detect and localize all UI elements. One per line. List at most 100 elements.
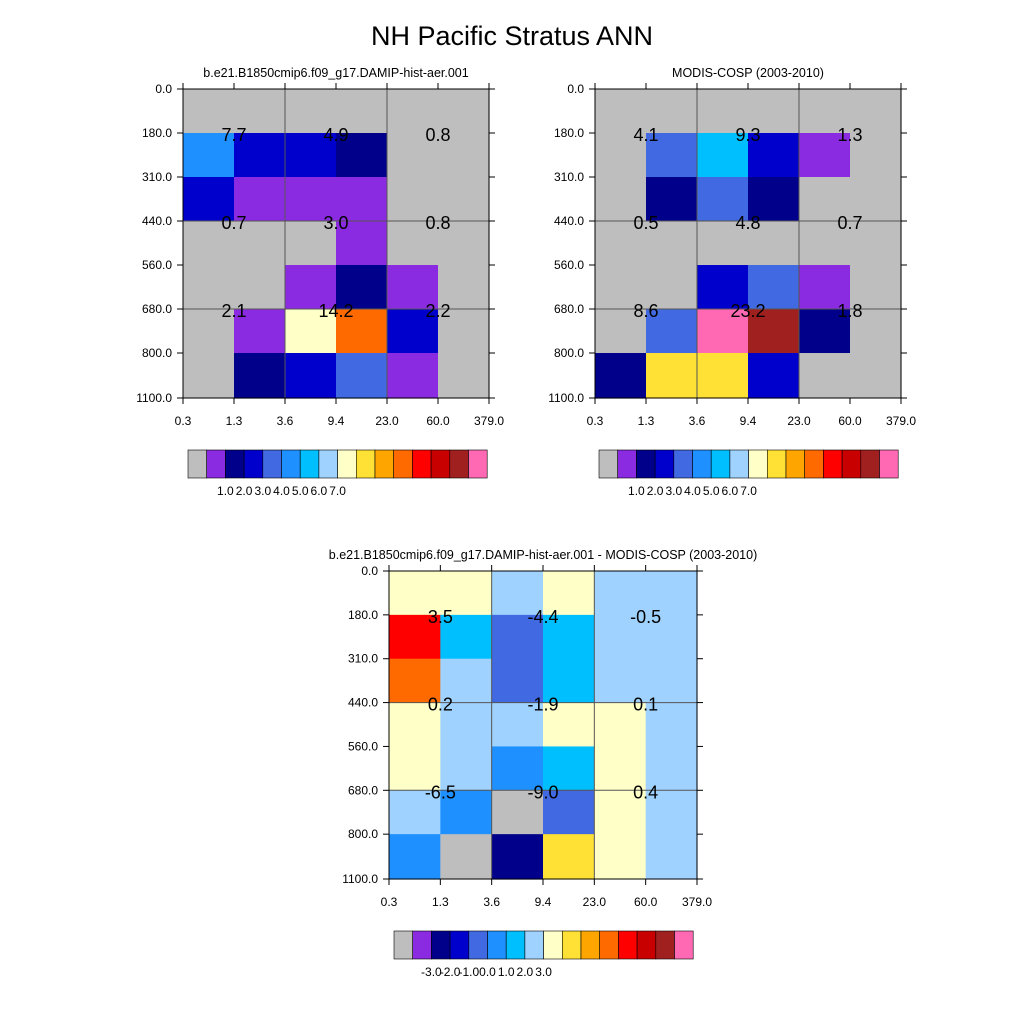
colorbar-label: 2.0 bbox=[647, 484, 664, 498]
colorbar-swatch bbox=[487, 930, 507, 960]
heatmap-cell bbox=[646, 177, 698, 222]
x-tick-label: 1.3 bbox=[226, 414, 243, 428]
heatmap-cell bbox=[645, 658, 698, 704]
y-tick-label: 310.0 bbox=[142, 170, 172, 184]
y-tick-label: 0.0 bbox=[567, 82, 584, 96]
heatmap-cell bbox=[491, 702, 544, 748]
heatmap-cell bbox=[438, 353, 490, 399]
heatmap-cell bbox=[387, 265, 439, 310]
colorbar-swatch bbox=[393, 930, 414, 960]
y-tick-label: 1100.0 bbox=[136, 391, 172, 405]
heatmap-cell bbox=[234, 353, 286, 399]
heatmap-cell bbox=[748, 353, 800, 399]
y-tick-label: 440.0 bbox=[142, 214, 172, 228]
heatmap-cell bbox=[387, 309, 439, 354]
heatmap-cell bbox=[183, 221, 235, 266]
cell-value-label: 0.8 bbox=[425, 213, 450, 233]
cell-value-label: 8.6 bbox=[633, 301, 658, 321]
heatmap-cell bbox=[595, 309, 647, 354]
x-tick-label: 3.6 bbox=[483, 895, 500, 909]
heatmap-cell bbox=[543, 658, 595, 704]
heatmap-cell bbox=[595, 177, 647, 222]
x-tick-label: 0.3 bbox=[587, 414, 604, 428]
heatmap-cell bbox=[234, 89, 286, 134]
heatmap-cell bbox=[183, 265, 235, 310]
heatmap-cell bbox=[799, 353, 851, 399]
heatmap-cell bbox=[646, 221, 698, 266]
heatmap-cell bbox=[491, 790, 544, 835]
y-tick-label: 560.0 bbox=[554, 258, 584, 272]
colorbar-swatch bbox=[337, 449, 357, 479]
colorbar-swatch bbox=[655, 930, 675, 960]
colorbar-swatch bbox=[729, 449, 749, 479]
heatmap-cell bbox=[389, 614, 441, 660]
heatmap-cell bbox=[646, 353, 698, 399]
heatmap-cell bbox=[543, 702, 595, 748]
heatmap-cell bbox=[594, 571, 647, 616]
heatmap-cell bbox=[697, 221, 749, 266]
heatmap-cell bbox=[438, 89, 490, 134]
y-tick-label: 0.0 bbox=[361, 564, 378, 578]
heatmap-cell bbox=[646, 133, 698, 178]
cell-value-label: 1.8 bbox=[837, 301, 862, 321]
heatmap-cell bbox=[438, 177, 490, 222]
heatmap-cell bbox=[336, 89, 388, 134]
main-title: NH Pacific Stratus ANN bbox=[371, 21, 653, 51]
cell-value-label: -0.5 bbox=[630, 607, 661, 627]
heatmap-cell bbox=[645, 614, 698, 660]
heatmap-cell bbox=[438, 221, 490, 266]
colorbar-label: 3.0 bbox=[665, 484, 682, 498]
colorbar-swatch bbox=[543, 930, 563, 960]
colorbar-swatch bbox=[860, 449, 880, 479]
y-tick-label: 180.0 bbox=[554, 126, 584, 140]
x-tick-label: 9.4 bbox=[328, 414, 345, 428]
heatmap-cell bbox=[645, 571, 698, 616]
colorbar-swatch bbox=[710, 449, 731, 479]
cell-value-label: 0.7 bbox=[221, 213, 246, 233]
heatmap-cell bbox=[697, 177, 749, 222]
heatmap-cell bbox=[183, 309, 235, 354]
heatmap-cell bbox=[491, 834, 544, 880]
colorbar-swatch bbox=[823, 449, 843, 479]
colorbar-label: -2.0 bbox=[440, 965, 461, 979]
heatmap-cell bbox=[748, 89, 800, 134]
cell-value-label: 14.2 bbox=[318, 301, 353, 321]
heatmap-cell bbox=[850, 221, 902, 266]
heatmap-cell bbox=[336, 221, 388, 266]
colorbar-swatch bbox=[524, 930, 544, 960]
cell-value-label: 1.3 bbox=[837, 125, 862, 145]
heatmap-cell bbox=[234, 265, 286, 310]
cell-value-label: 0.7 bbox=[837, 213, 862, 233]
colorbar-label: 0.0 bbox=[479, 965, 496, 979]
x-tick-label: 23.0 bbox=[583, 895, 607, 909]
panel-difference: b.e21.B1850cmip6.f09_g17.DAMIP-hist-aer.… bbox=[329, 548, 757, 979]
cell-value-label: -6.5 bbox=[425, 782, 456, 802]
y-tick-label: 310.0 bbox=[554, 170, 584, 184]
colorbar-swatch bbox=[449, 930, 470, 960]
colorbar-swatch bbox=[654, 449, 675, 479]
heatmap-cell bbox=[387, 133, 439, 178]
y-tick-label: 440.0 bbox=[554, 214, 584, 228]
colorbar-swatch bbox=[804, 449, 824, 479]
heatmap-cell bbox=[697, 133, 749, 178]
colorbar-swatch bbox=[281, 449, 301, 479]
heatmap-cell bbox=[389, 702, 441, 748]
heatmap-cell bbox=[850, 89, 902, 134]
heatmap-cell bbox=[595, 221, 647, 266]
y-tick-label: 310.0 bbox=[348, 652, 378, 666]
colorbar-swatch bbox=[318, 449, 338, 479]
heatmap-cell bbox=[336, 309, 388, 354]
heatmap-cell bbox=[748, 133, 800, 178]
cell-value-label: 0.1 bbox=[633, 695, 658, 715]
heatmap-cell bbox=[285, 177, 337, 222]
cell-value-label: -1.9 bbox=[527, 695, 558, 715]
heatmap-cell bbox=[799, 309, 851, 354]
heatmap-cell bbox=[387, 177, 439, 222]
colorbar-label: 2.0 bbox=[236, 484, 253, 498]
y-tick-label: 1100.0 bbox=[342, 872, 378, 886]
colorbar-label: 1.0 bbox=[498, 965, 515, 979]
heatmap-cell bbox=[645, 746, 698, 791]
heatmap-cell bbox=[594, 834, 647, 880]
y-tick-label: 800.0 bbox=[142, 346, 172, 360]
